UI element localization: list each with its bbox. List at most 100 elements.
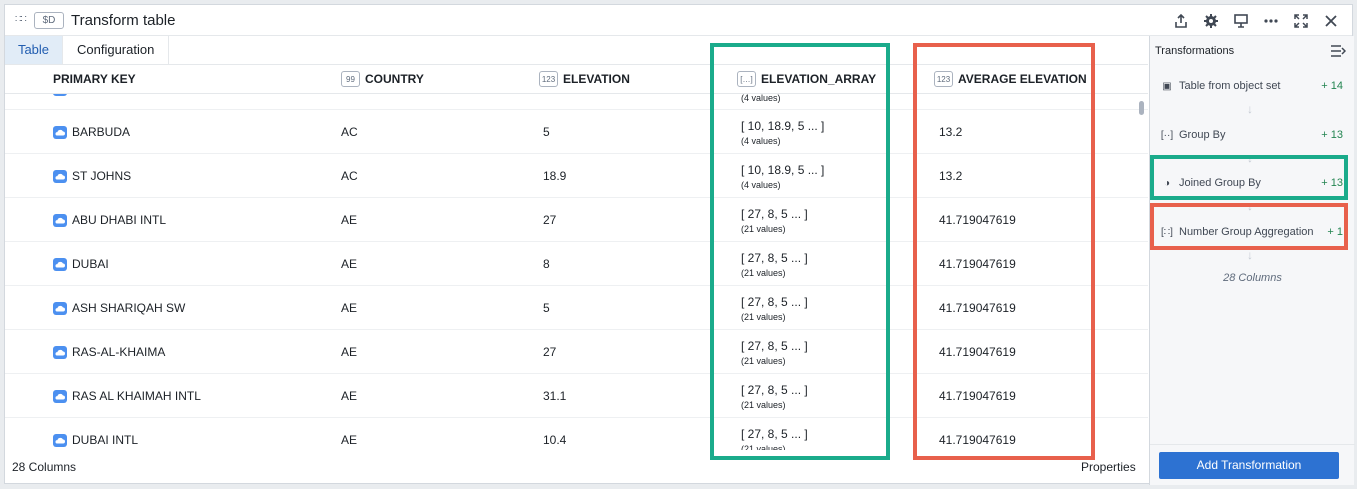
- column-header-label: ELEVATION: [563, 72, 630, 86]
- tab-table[interactable]: Table: [5, 36, 63, 64]
- divider: [5, 93, 1148, 94]
- table-row[interactable]: BARBUDA AC 5 [ 10, 18.9, 5 ... ] (4 values) 1…: [5, 110, 1148, 154]
- transform-table-panel: ∷∷ $D Transform table Table C: [4, 4, 1355, 485]
- object-icon: [53, 301, 67, 315]
- gear-icon[interactable]: [1198, 10, 1224, 32]
- object-icon: [53, 213, 67, 227]
- close-icon[interactable]: [1318, 10, 1344, 32]
- arrow-down-icon: ↓: [1247, 102, 1253, 116]
- country-cell: AE: [341, 301, 358, 315]
- table-row[interactable]: ST JOHNS AC 18.9 [ 10, 18.9, 5 ... ] (4 valu…: [5, 154, 1148, 198]
- column-header-primary-key[interactable]: PRIMARY KEY: [53, 65, 136, 93]
- transformation-step-table-from-object-set[interactable]: ▣ Table from object set + 14: [1160, 75, 1348, 97]
- elevation-array-cell[interactable]: [ 10, 18.9, 5 ... ]: [741, 119, 825, 133]
- table-row[interactable]: (4 values): [5, 94, 1148, 110]
- elevation-cell: 5: [543, 301, 550, 315]
- primary-key-cell[interactable]: RAS-AL-KHAIMA: [53, 345, 165, 359]
- country-cell: AE: [341, 389, 358, 403]
- average-elevation-cell: 13.2: [939, 169, 963, 183]
- step-label: Joined Group By: [1179, 177, 1261, 189]
- elevation-cell: 31.1: [543, 389, 567, 403]
- elevation-cell: 5: [543, 125, 550, 139]
- array-count: (4 values): [741, 180, 781, 190]
- array-type-icon: […]: [737, 71, 756, 87]
- primary-key-value: RAS AL KHAIMAH INTL: [72, 389, 201, 403]
- elevation-array-cell[interactable]: [ 27, 8, 5 ... ]: [741, 251, 808, 265]
- column-header-country[interactable]: 99 COUNTRY: [341, 65, 424, 93]
- array-count: (21 values): [741, 400, 786, 410]
- object-icon: [53, 389, 67, 403]
- divider: [5, 64, 1148, 65]
- collapse-menu-icon[interactable]: [1330, 44, 1347, 61]
- export-icon[interactable]: [1168, 10, 1194, 32]
- primary-key-cell[interactable]: ABU DHABI INTL: [53, 213, 166, 227]
- primary-key-value: BARBUDA: [72, 125, 131, 139]
- elevation-array-cell[interactable]: [ 10, 18.9, 5 ... ]: [741, 163, 825, 177]
- primary-key-cell[interactable]: DUBAI: [53, 257, 109, 271]
- more-icon[interactable]: [1258, 10, 1284, 32]
- primary-key-cell[interactable]: BARBUDA: [53, 125, 130, 139]
- elevation-array-cell[interactable]: [ 27, 8, 5 ... ]: [741, 383, 808, 397]
- step-label: Table from object set: [1179, 80, 1281, 92]
- group-by-icon: [··]: [1160, 129, 1174, 141]
- table-scrollbar[interactable]: [1139, 101, 1144, 115]
- fullscreen-icon[interactable]: [1288, 10, 1314, 32]
- array-count: (21 values): [741, 444, 786, 450]
- number-type-icon: 123: [934, 71, 953, 87]
- primary-key-cell[interactable]: ST JOHNS: [53, 169, 131, 183]
- step-count: + 13: [1321, 129, 1343, 141]
- array-count: (21 values): [741, 312, 786, 322]
- table-row[interactable]: DUBAI INTL AE 10.4 [ 27, 8, 5 ... ] (21 valu…: [5, 418, 1148, 450]
- drag-handle-icon[interactable]: ∷∷: [15, 14, 27, 25]
- table-row[interactable]: RAS-AL-KHAIMA AE 27 [ 27, 8, 5 ... ] (21 val…: [5, 330, 1148, 374]
- step-label: Number Group Aggregation: [1179, 226, 1314, 238]
- add-transformation-button[interactable]: Add Transformation: [1159, 452, 1339, 479]
- column-header-average-elevation[interactable]: 123 AVERAGE ELEVATION: [934, 65, 1087, 93]
- step-count: + 13: [1321, 177, 1343, 189]
- elevation-array-highlight: [710, 43, 890, 460]
- total-columns: 28 Columns: [1223, 272, 1282, 284]
- elevation-array-cell[interactable]: [ 27, 8, 5 ... ]: [741, 207, 808, 221]
- tab-configuration[interactable]: Configuration: [63, 36, 170, 64]
- primary-key-value: DUBAI: [72, 257, 109, 271]
- primary-key-value: RAS-AL-KHAIMA: [72, 345, 166, 359]
- properties-link[interactable]: Properties: [1081, 460, 1136, 474]
- column-header-elevation-array[interactable]: […] ELEVATION_ARRAY: [737, 65, 876, 93]
- join-icon: ◑: [1163, 177, 1171, 189]
- panel-header: ∷∷ $D Transform table: [5, 5, 1352, 36]
- elevation-array-cell[interactable]: [ 27, 8, 5 ... ]: [741, 339, 808, 353]
- transformations-sidebar: Transformations ▣ Table from object set …: [1149, 36, 1355, 485]
- primary-key-cell[interactable]: ASH SHARIQAH SW: [53, 301, 185, 315]
- transformation-step-joined-group-by[interactable]: ◑ Joined Group By + 13: [1160, 172, 1348, 194]
- object-icon: [53, 169, 67, 183]
- table-row[interactable]: RAS AL KHAIMAH INTL AE 31.1 [ 27, 8, 5 ... …: [5, 374, 1148, 418]
- average-elevation-cell: 41.719047619: [939, 301, 1016, 315]
- object-icon: [53, 94, 67, 96]
- transformation-step-number-group-aggregation[interactable]: [∷] Number Group Aggregation + 1: [1160, 221, 1348, 243]
- elevation-cell: 10.4: [543, 433, 567, 447]
- primary-key-cell[interactable]: DUBAI INTL: [53, 433, 138, 447]
- transformation-step-group-by[interactable]: [··] Group By + 13: [1160, 124, 1348, 146]
- country-cell: AE: [341, 213, 358, 227]
- column-header-elevation[interactable]: 123 ELEVATION: [539, 65, 630, 93]
- table-row[interactable]: DUBAI AE 8 [ 27, 8, 5 ... ] (21 values) 41.71…: [5, 242, 1148, 286]
- primary-key-cell[interactable]: RAS AL KHAIMAH INTL: [53, 389, 201, 403]
- columns-count: 28 Columns: [12, 460, 77, 474]
- average-elevation-cell: 41.719047619: [939, 257, 1016, 271]
- elevation-array-cell[interactable]: [ 27, 8, 5 ... ]: [741, 295, 808, 309]
- primary-key-value: ST JOHNS: [72, 169, 132, 183]
- column-header-label: PRIMARY KEY: [53, 72, 136, 86]
- step-label: Group By: [1179, 129, 1226, 141]
- table-body[interactable]: (4 values) BARBUDA AC 5 [ 10, 18.9, 5 ... ]…: [5, 94, 1148, 450]
- elevation-cell: 27: [543, 213, 557, 227]
- variable-badge: $D: [34, 12, 64, 29]
- table-row[interactable]: ASH SHARIQAH SW AE 5 [ 27, 8, 5 ... ] (21 va…: [5, 286, 1148, 330]
- column-header-label: AVERAGE ELEVATION: [958, 72, 1087, 86]
- country-cell: AC: [341, 169, 358, 183]
- average-elevation-highlight: [913, 43, 1095, 460]
- presentation-icon[interactable]: [1228, 10, 1254, 32]
- country-cell: AC: [341, 125, 358, 139]
- elevation-array-cell[interactable]: [ 27, 8, 5 ... ]: [741, 427, 808, 441]
- country-cell: AE: [341, 257, 358, 271]
- table-row[interactable]: ABU DHABI INTL AE 27 [ 27, 8, 5 ... ] (21 va…: [5, 198, 1148, 242]
